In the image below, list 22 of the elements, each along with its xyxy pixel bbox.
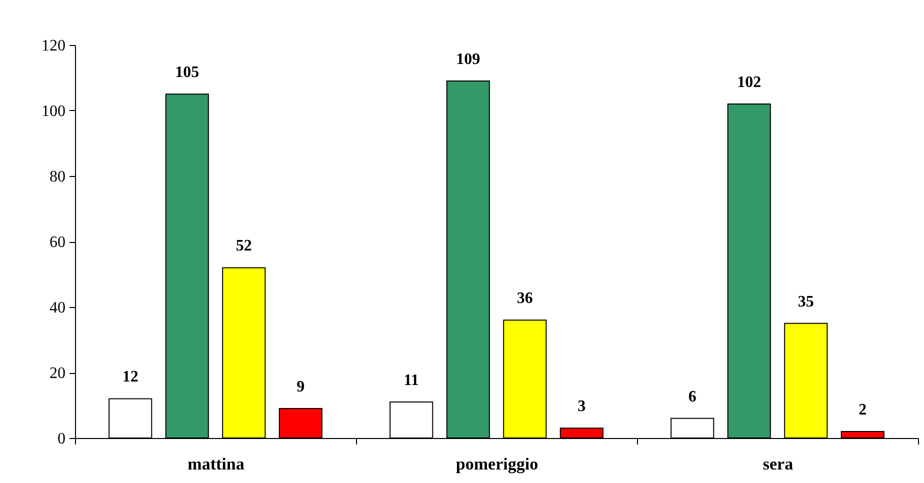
y-tick-label: 80 — [50, 168, 66, 186]
data-label: 109 — [456, 51, 480, 68]
data-label: 52 — [236, 238, 252, 255]
y-tick-label: 100 — [42, 103, 66, 120]
y-tick-label: 20 — [50, 365, 66, 382]
y-tick-label: 120 — [42, 38, 66, 54]
data-label: 9 — [296, 378, 305, 396]
y-tick-label: 60 — [50, 234, 66, 251]
data-label: 102 — [737, 74, 762, 91]
data-label: 35 — [798, 293, 814, 310]
x-tick-label: mattina — [188, 454, 245, 474]
data-label: 36 — [516, 290, 533, 308]
y-tick-label: 40 — [50, 300, 66, 316]
data-label: 12 — [122, 368, 138, 386]
y-tick-label: 0 — [58, 430, 66, 448]
data-label: 105 — [175, 64, 200, 82]
data-label: 11 — [404, 372, 419, 389]
x-tick-label: pomeriggio — [456, 454, 538, 474]
data-label: 6 — [688, 388, 696, 406]
x-tick-label: sera — [762, 454, 794, 474]
data-label: 3 — [578, 398, 586, 416]
data-label: 2 — [858, 401, 867, 418]
